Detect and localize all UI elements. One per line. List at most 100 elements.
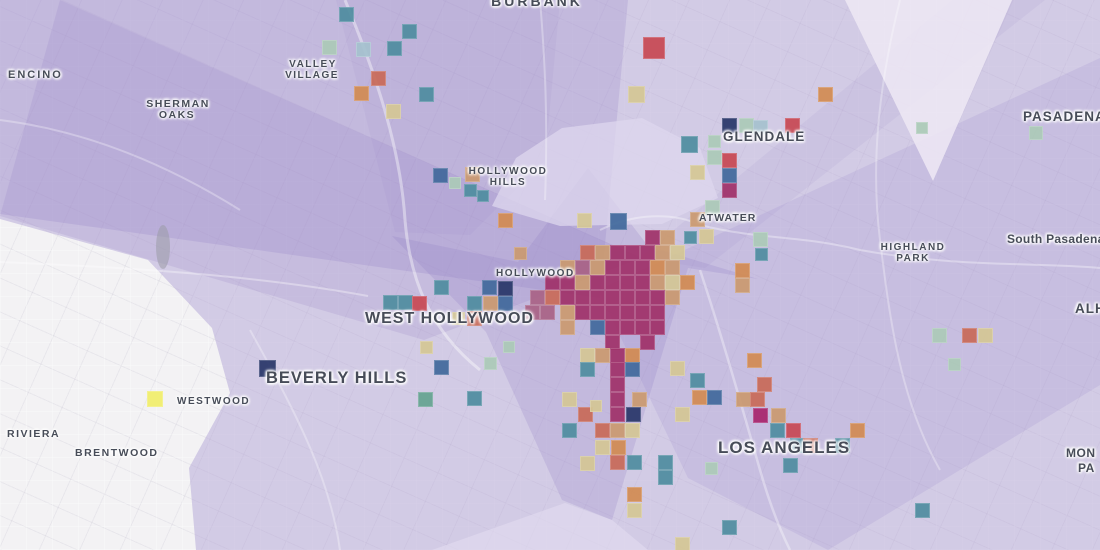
grid-cell-salmon[interactable] [545,290,560,305]
grid-cell-lightgreen[interactable] [484,357,497,370]
grid-cell-teal[interactable] [684,231,697,244]
grid-cell-red[interactable] [412,296,427,311]
grid-cell-tan[interactable] [655,245,670,260]
grid-cell-crimson[interactable] [605,275,620,290]
grid-cell-teal[interactable] [580,362,595,377]
grid-cell-tan[interactable] [735,278,750,293]
grid-cell-salmon[interactable] [803,438,818,453]
grid-cell-teal[interactable] [915,503,930,518]
grid-cell-tan[interactable] [690,212,705,227]
grid-cell-crimson[interactable] [610,362,625,377]
grid-cell-khaki[interactable] [580,348,595,363]
grid-cell-teal[interactable] [339,7,354,22]
grid-cell-teal[interactable] [383,295,398,310]
grid-cell-blue[interactable] [433,168,448,183]
grid-cell-lightgreen[interactable] [932,328,947,343]
grid-cell-crimson[interactable] [635,305,650,320]
grid-cell-tan[interactable] [660,230,675,245]
grid-cell-lightgreen[interactable] [753,232,768,247]
grid-cell-orange[interactable] [680,275,695,290]
grid-cell-teal[interactable] [467,296,482,311]
grid-cell-teal[interactable] [627,455,642,470]
grid-cell-lightgreen[interactable] [705,462,718,475]
grid-cell-crimson[interactable] [610,348,625,363]
grid-cell-lightgreen[interactable] [1029,126,1043,140]
grid-cell-orange[interactable] [650,260,665,275]
grid-cell-blue[interactable] [707,390,722,405]
grid-cell-tan[interactable] [560,305,575,320]
grid-cell-crimson[interactable] [575,305,590,320]
grid-cell-tan[interactable] [665,260,680,275]
grid-cell-orange[interactable] [735,263,750,278]
grid-cell-crimson[interactable] [625,245,640,260]
grid-cell-navy[interactable] [498,281,513,296]
grid-cell-crimson[interactable] [635,320,650,335]
grid-cell-khaki[interactable] [627,503,642,518]
grid-cell-lightgreen[interactable] [916,122,928,134]
isochrone-polygon-bottom-center-light[interactable] [432,503,648,550]
grid-cell-crimson[interactable] [560,275,575,290]
grid-cell-lightgreen[interactable] [322,40,337,55]
grid-cell-crimson[interactable] [610,407,625,422]
grid-cell-teal[interactable] [770,423,785,438]
grid-cell-crimson[interactable] [605,305,620,320]
grid-cell-crimson[interactable] [605,290,620,305]
grid-cell-blue[interactable] [590,320,605,335]
grid-cell-teal[interactable] [398,295,413,310]
grid-cell-crimson[interactable] [620,320,635,335]
grid-cell-red[interactable] [722,153,737,168]
grid-cell-blue[interactable] [722,168,737,183]
grid-cell-tan[interactable] [665,290,680,305]
grid-cell-teal[interactable] [722,520,737,535]
grid-cell-salmon[interactable] [962,328,977,343]
grid-cell-crimson[interactable] [650,290,665,305]
grid-cell-tan[interactable] [632,392,647,407]
grid-cell-crimson[interactable] [610,377,625,392]
grid-cell-blue[interactable] [498,296,513,311]
grid-cell-tan[interactable] [514,247,527,260]
grid-cell-crimson[interactable] [605,320,620,335]
grid-cell-khaki[interactable] [420,341,433,354]
grid-cell-teal[interactable] [562,423,577,438]
grid-cell-khaki[interactable] [577,213,592,228]
grid-cell-teal[interactable] [434,280,449,295]
grid-cell-crimson[interactable] [575,290,590,305]
grid-cell-crimson[interactable] [610,392,625,407]
grid-cell-teal[interactable] [402,24,417,39]
grid-cell-teal[interactable] [681,136,698,153]
grid-cell-salmon[interactable] [595,423,610,438]
grid-cell-navy[interactable] [259,360,276,377]
grid-cell-red[interactable] [785,118,800,133]
grid-cell-crimson[interactable] [605,260,620,275]
grid-cell-khaki[interactable] [625,423,640,438]
grid-cell-crimson[interactable] [590,290,605,305]
isochrone-polygon-notch-top-right[interactable] [845,0,1012,181]
grid-cell-blue[interactable] [482,280,497,295]
grid-cell-khaki[interactable] [386,104,401,119]
grid-cell-lightgreen[interactable] [707,150,722,165]
grid-cell-crimson[interactable] [620,305,635,320]
grid-cell-teal[interactable] [658,470,673,485]
grid-cell-red[interactable] [643,37,665,59]
isochrone-polygon-iso-east[interactable] [598,58,1100,550]
grid-cell-orange[interactable] [850,423,865,438]
grid-cell-salmon[interactable] [580,245,595,260]
grid-cell-navy[interactable] [626,407,641,422]
grid-cell-tan[interactable] [595,245,610,260]
grid-cell-tan[interactable] [590,260,605,275]
grid-cell-orange[interactable] [627,487,642,502]
grid-cell-orange[interactable] [747,353,762,368]
grid-cell-teal[interactable] [690,373,705,388]
grid-cell-khaki[interactable] [665,275,680,290]
grid-cell-orange[interactable] [498,213,513,228]
grid-cell-teal[interactable] [467,391,482,406]
isochrone-polygon-iso-top-mid[interactable] [336,0,560,235]
grid-cell-khaki[interactable] [675,537,690,550]
grid-cell-crimson[interactable] [635,290,650,305]
grid-cell-khaki[interactable] [595,440,610,455]
grid-cell-salmon[interactable] [467,311,482,326]
isochrone-polygon-reservoir-light[interactable] [492,118,718,226]
grid-cell-salmon[interactable] [610,455,625,470]
grid-cell-orange[interactable] [818,87,833,102]
grid-cell-lightgreen[interactable] [503,341,515,353]
